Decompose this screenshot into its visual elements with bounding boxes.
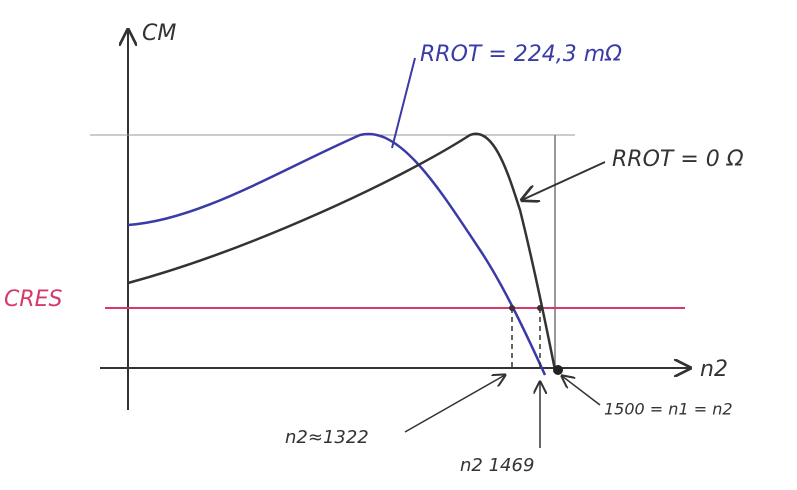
diagram: CM n2 RROT = 224,3 mΩ RROT = 0 Ω CRES n2… [0,0,797,490]
y-axis-label: CM [142,21,176,46]
curve-rrot-224 [128,134,545,375]
op-point [509,305,515,311]
op-point [537,305,543,311]
x-axis-label: n2 [700,357,728,382]
leader [522,162,605,200]
page: CM n2 RROT = 224,3 mΩ RROT = 0 Ω CRES n2… [0,0,797,490]
annotation: n2≈1322 [285,427,369,448]
sync-point [553,365,563,375]
curve-rrot-0 [128,134,555,370]
load-label: CRES [4,287,63,312]
annotation: 1500 = n1 = n2 [604,400,733,419]
curve-label: RROT = 224,3 mΩ [420,42,622,67]
annotation: n2 1469 [460,455,534,476]
curve-label: RROT = 0 Ω [612,147,744,172]
leader [562,376,600,405]
leader [405,375,505,432]
